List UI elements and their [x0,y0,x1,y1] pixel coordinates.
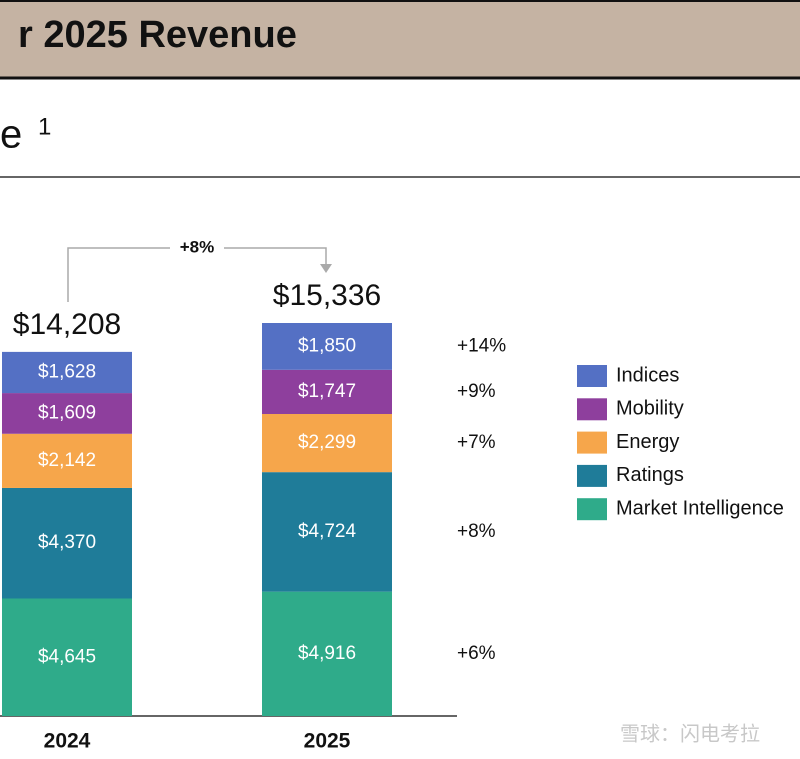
bar-segment [2,393,132,434]
value-label: $4,916 [298,643,356,664]
value-label: $2,299 [298,432,356,453]
growth-label: +7% [457,432,496,453]
legend-label: Market Intelligence [616,497,784,519]
bar-segment [2,351,132,394]
x-tick-label: 2025 [304,730,351,753]
legend-label: Ratings [616,464,684,486]
total-growth: +8% [180,237,215,256]
bar-segment [2,433,132,488]
bar-segment [262,413,392,473]
legend-label: Energy [616,431,679,453]
growth-label: +6% [457,643,496,664]
legend-swatch [577,464,607,487]
value-label: $1,609 [38,402,96,423]
bar-segment [262,591,392,716]
x-tick-label: 2024 [44,730,91,753]
header-band [0,0,800,78]
bar-segment [2,598,132,716]
value-label: $4,645 [38,646,96,667]
bar-segment [262,472,392,592]
value-label: $4,724 [298,521,357,542]
bar-segment [262,369,392,414]
bar-segment [262,323,392,370]
legend-label: Indices [616,364,679,386]
value-label: $1,747 [298,381,356,402]
value-label: $4,370 [38,532,96,553]
subtitle-superscript: 1 [38,113,51,140]
growth-label: +14% [457,335,506,356]
growth-label: +8% [457,521,496,542]
header-title: r 2025 Revenue [18,14,297,56]
legend-swatch [577,398,607,421]
value-label: $2,142 [38,450,96,471]
watermark: 雪球：闪电考拉 [620,722,760,745]
total-label: $14,208 [13,308,121,341]
subtitle: e [0,113,22,157]
value-label: $1,628 [38,361,96,382]
legend-label: Mobility [616,398,684,420]
growth-label: +9% [457,381,496,402]
total-label: $15,336 [273,279,381,312]
legend-swatch [577,498,607,521]
legend-swatch [577,365,607,387]
label-bg [170,238,224,258]
arrow-head [320,264,332,273]
value-label: $1,850 [298,335,356,356]
bar-segment [2,487,132,599]
legend-swatch [577,431,607,454]
